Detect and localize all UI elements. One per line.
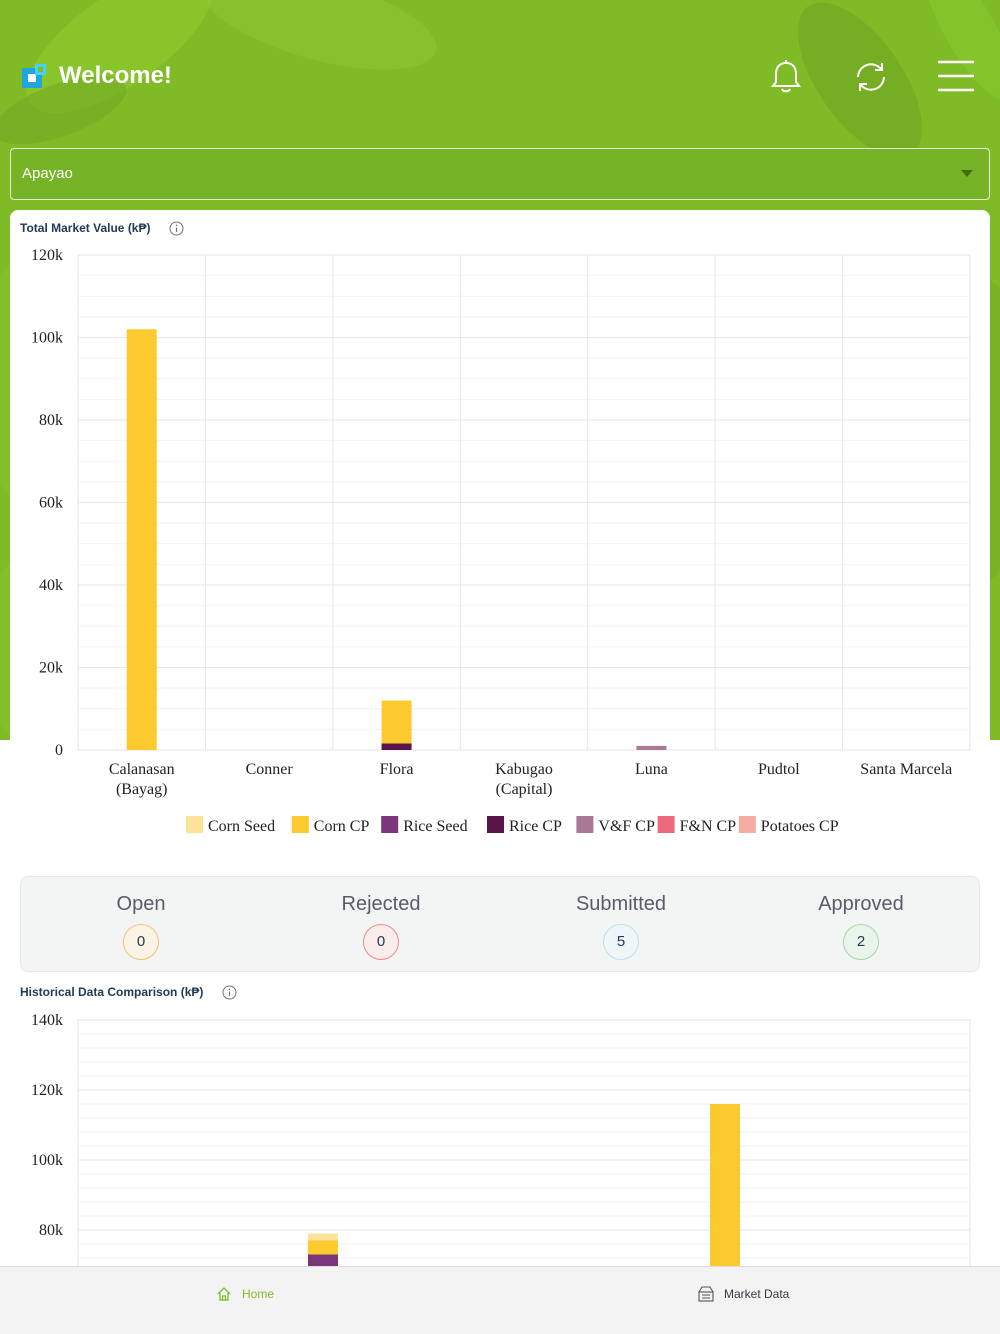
refresh-icon[interactable] xyxy=(852,58,890,96)
y-tick-label: 40k xyxy=(39,577,63,594)
x-tick-label: (Capital) xyxy=(496,781,553,798)
status-rejected[interactable]: Rejected 0 xyxy=(261,893,501,960)
legend-label: Rice CP xyxy=(509,818,562,835)
bottom-nav: Home Market Data xyxy=(0,1266,1000,1334)
status-open[interactable]: Open 0 xyxy=(21,893,261,960)
bar-segment xyxy=(308,1240,338,1255)
legend-swatch xyxy=(576,816,594,833)
status-approved[interactable]: Approved 2 xyxy=(741,893,981,960)
y-tick-label: 120k xyxy=(31,1082,63,1099)
y-tick-label: 80k xyxy=(39,412,63,429)
home-icon xyxy=(217,1287,231,1301)
status-count-badge: 0 xyxy=(123,924,159,960)
top-bar: Welcome! xyxy=(0,0,1000,150)
x-tick-label: Santa Marcela xyxy=(860,761,952,778)
x-tick-label: Conner xyxy=(246,761,294,778)
nav-home[interactable]: Home xyxy=(216,1267,274,1321)
x-tick-label: Pudtol xyxy=(758,761,800,778)
legend-label: F&N CP xyxy=(680,818,737,835)
status-submitted[interactable]: Submitted 5 xyxy=(501,893,741,960)
status-summary: Open 0 Rejected 0 Submitted 5 Approved 2 xyxy=(20,876,980,972)
status-count-badge: 2 xyxy=(843,924,879,960)
y-tick-label: 20k xyxy=(39,660,63,677)
status-count-badge: 5 xyxy=(603,924,639,960)
legend-swatch xyxy=(186,816,203,833)
bar-segment xyxy=(308,1254,338,1266)
menu-icon[interactable] xyxy=(937,58,975,96)
info-icon[interactable] xyxy=(169,221,184,236)
market-chart-title: Total Market Value (k₱) xyxy=(20,221,151,235)
welcome-title: Welcome! xyxy=(59,62,172,89)
legend-swatch xyxy=(657,816,675,833)
legend-swatch xyxy=(487,816,504,833)
bar-segment xyxy=(381,743,412,750)
bar-segment xyxy=(126,329,157,750)
bar-segment xyxy=(636,745,667,750)
market-value-chart: 0 20k 40k 60k 80k 100k 120k Calanasan (Bayag) Con… xyxy=(31,247,971,835)
bar-segment xyxy=(308,1233,338,1241)
x-tick-label: (Bayag) xyxy=(116,781,168,798)
chevron-down-icon xyxy=(961,170,973,177)
legend-swatch xyxy=(738,816,756,833)
nav-market-data[interactable]: Market Data xyxy=(698,1267,789,1321)
y-tick-label: 100k xyxy=(31,1152,63,1169)
x-tick-label: Flora xyxy=(380,761,414,778)
bar-segment xyxy=(710,1104,740,1266)
nav-market-data-label: Market Data xyxy=(724,1287,790,1301)
status-label: Submitted xyxy=(575,893,667,915)
nav-home-label: Home xyxy=(242,1287,275,1301)
legend-swatch xyxy=(381,816,399,833)
info-icon[interactable] xyxy=(222,985,237,1000)
legend-label: Corn Seed xyxy=(208,818,275,835)
status-label: Approved xyxy=(818,893,904,915)
bell-icon[interactable] xyxy=(767,58,805,96)
status-label: Open xyxy=(116,893,166,915)
historical-data-chart: 140k 120k 100k 80k xyxy=(31,1012,971,1266)
legend-label: Potatoes CP xyxy=(761,818,839,835)
legend-label: V&F CP xyxy=(598,818,655,835)
status-label: Rejected xyxy=(341,893,421,915)
y-tick-label: 120k xyxy=(31,247,63,264)
x-tick-label: Luna xyxy=(635,761,668,778)
x-tick-label: Kabugao xyxy=(495,761,553,778)
legend-label: Corn CP xyxy=(314,818,370,835)
province-select-value: Apayao xyxy=(22,165,73,182)
bar-segment xyxy=(381,700,412,744)
y-tick-label: 60k xyxy=(39,495,63,512)
app-logo-icon xyxy=(22,64,46,88)
province-select[interactable]: Apayao xyxy=(10,148,990,200)
status-count-badge: 0 xyxy=(363,924,399,960)
market-data-icon xyxy=(698,1286,714,1302)
historical-chart-title: Historical Data Comparison (k₱) xyxy=(20,985,204,999)
legend-swatch xyxy=(291,816,309,833)
y-tick-label: 140k xyxy=(31,1012,63,1029)
y-tick-label: 100k xyxy=(31,330,63,347)
y-tick-label: 80k xyxy=(39,1222,63,1239)
y-tick-label: 0 xyxy=(55,742,63,759)
x-tick-label: Calanasan xyxy=(109,761,175,778)
legend-label: Rice Seed xyxy=(403,818,467,835)
